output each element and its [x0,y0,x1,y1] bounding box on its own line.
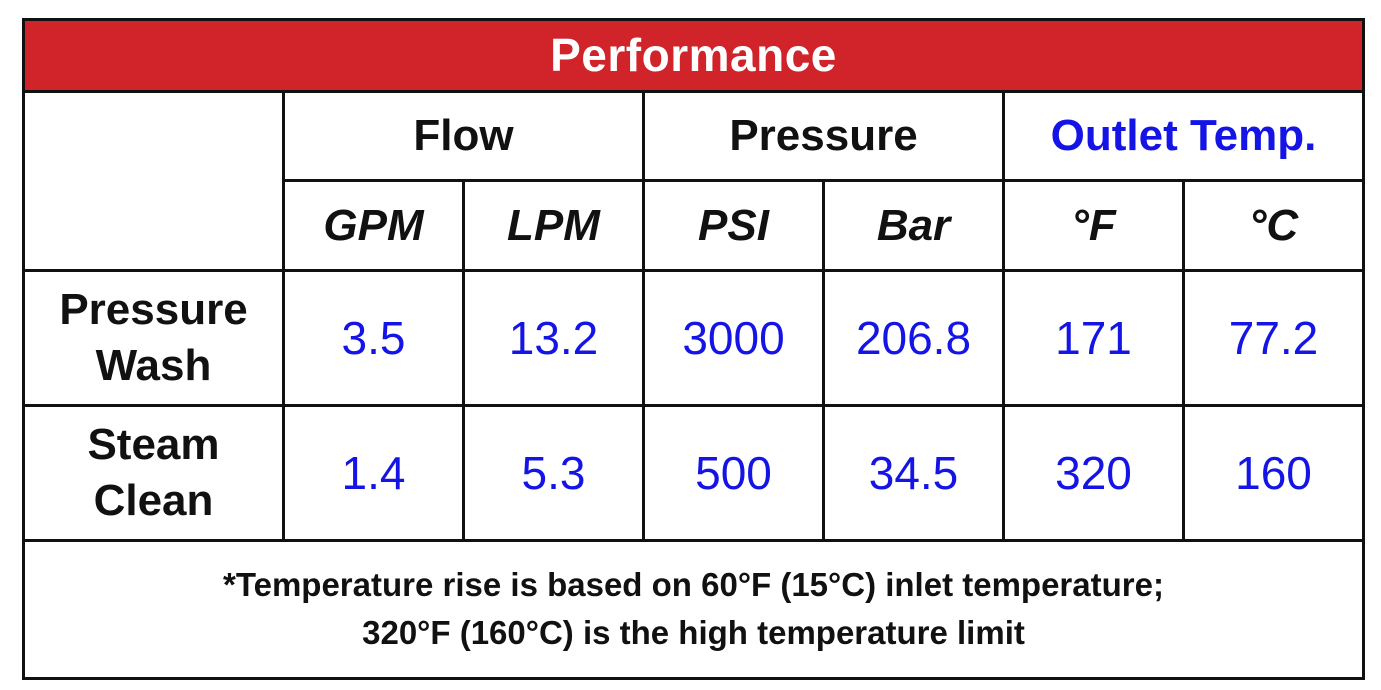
unit-psi: PSI [642,179,825,272]
value-celsius: 160 [1182,403,1365,542]
outlet-temp-header: Outlet Temp. [1002,89,1365,183]
row-label-line2: Wash [95,340,212,390]
row-label-line1: Steam [87,419,220,469]
performance-table: Performance Flow Pressure Outlet Temp. G… [22,18,1365,681]
value-lpm: 5.3 [462,403,645,542]
row-label-steam-clean: Steam Clean [22,403,285,542]
value-psi: 500 [642,403,825,542]
row-label-line2: Clean [93,475,214,525]
pressure-header: Pressure [642,89,1005,183]
value-bar: 34.5 [822,403,1005,542]
row-label-line1: Pressure [59,284,248,334]
unit-celsius: °C [1182,179,1365,272]
value-lpm: 13.2 [462,268,645,407]
title-row: Performance [22,18,1365,93]
value-celsius: 77.2 [1182,268,1365,407]
table-title: Performance [22,18,1365,93]
value-fahrenheit: 320 [1002,403,1185,542]
table-row-pressure-wash: Pressure Wash 3.5 13.2 3000 206.8 171 77… [22,268,1365,407]
value-gpm: 1.4 [282,403,465,542]
value-bar: 206.8 [822,268,1005,407]
value-gpm: 3.5 [282,268,465,407]
unit-lpm: LPM [462,179,645,272]
value-psi: 3000 [642,268,825,407]
footnote: *Temperature rise is based on 60°F (15°C… [22,538,1365,681]
footnote-line1: *Temperature rise is based on 60°F (15°C… [223,566,1164,604]
footnote-row: *Temperature rise is based on 60°F (15°C… [22,538,1365,681]
unit-gpm: GPM [282,179,465,272]
unit-header-row: GPM LPM PSI Bar °F °C [24,179,1365,272]
table-row-steam-clean: Steam Clean 1.4 5.3 500 34.5 320 160 [22,403,1365,542]
value-fahrenheit: 171 [1002,268,1185,407]
flow-header: Flow [282,89,645,183]
empty-corner-cell [22,89,285,272]
row-label-pressure-wash: Pressure Wash [22,268,285,407]
unit-bar: Bar [822,179,1005,272]
unit-fahrenheit: °F [1002,179,1185,272]
footnote-line2: 320°F (160°C) is the high temperature li… [362,614,1025,652]
group-header-row: Flow Pressure Outlet Temp. [22,89,1365,272]
